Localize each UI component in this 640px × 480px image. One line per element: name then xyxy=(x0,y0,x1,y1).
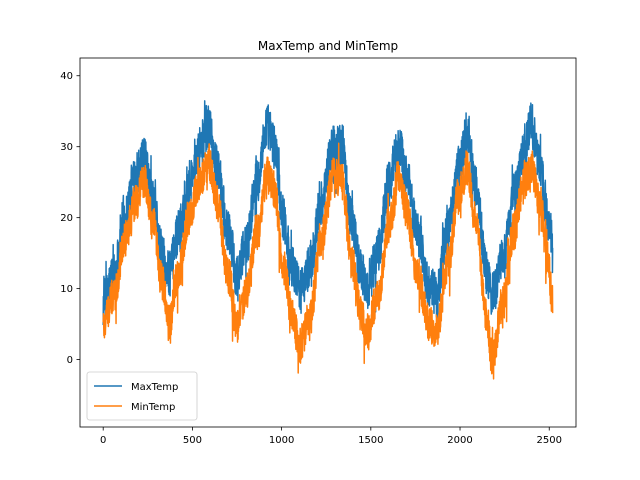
y-tick-label: 10 xyxy=(60,284,73,295)
legend: MaxTemp MinTemp xyxy=(86,371,198,421)
x-tick-label: 1500 xyxy=(358,435,383,446)
x-axis: 0 500 1000 1500 2000 2500 xyxy=(100,427,562,446)
x-tick-label: 1000 xyxy=(269,435,294,446)
series-line-mintemp xyxy=(102,142,554,380)
series-line-maxtemp xyxy=(102,100,554,334)
plot-area-frame xyxy=(79,57,577,428)
x-tick-label: 500 xyxy=(183,435,202,446)
legend-label: MaxTemp xyxy=(131,382,178,393)
series-layer xyxy=(102,100,554,380)
y-axis: 0 10 20 30 40 xyxy=(60,71,80,366)
legend-box xyxy=(86,371,198,421)
chart-title: MaxTemp and MinTemp xyxy=(258,39,398,53)
x-tick-label: 2000 xyxy=(447,435,472,446)
x-tick-label: 0 xyxy=(100,435,106,446)
x-tick-label: 2500 xyxy=(537,435,562,446)
y-tick-label: 30 xyxy=(60,142,73,153)
y-tick-label: 40 xyxy=(60,71,73,82)
legend-label: MinTemp xyxy=(131,402,175,413)
y-tick-label: 0 xyxy=(67,355,73,366)
y-tick-label: 20 xyxy=(60,213,73,224)
